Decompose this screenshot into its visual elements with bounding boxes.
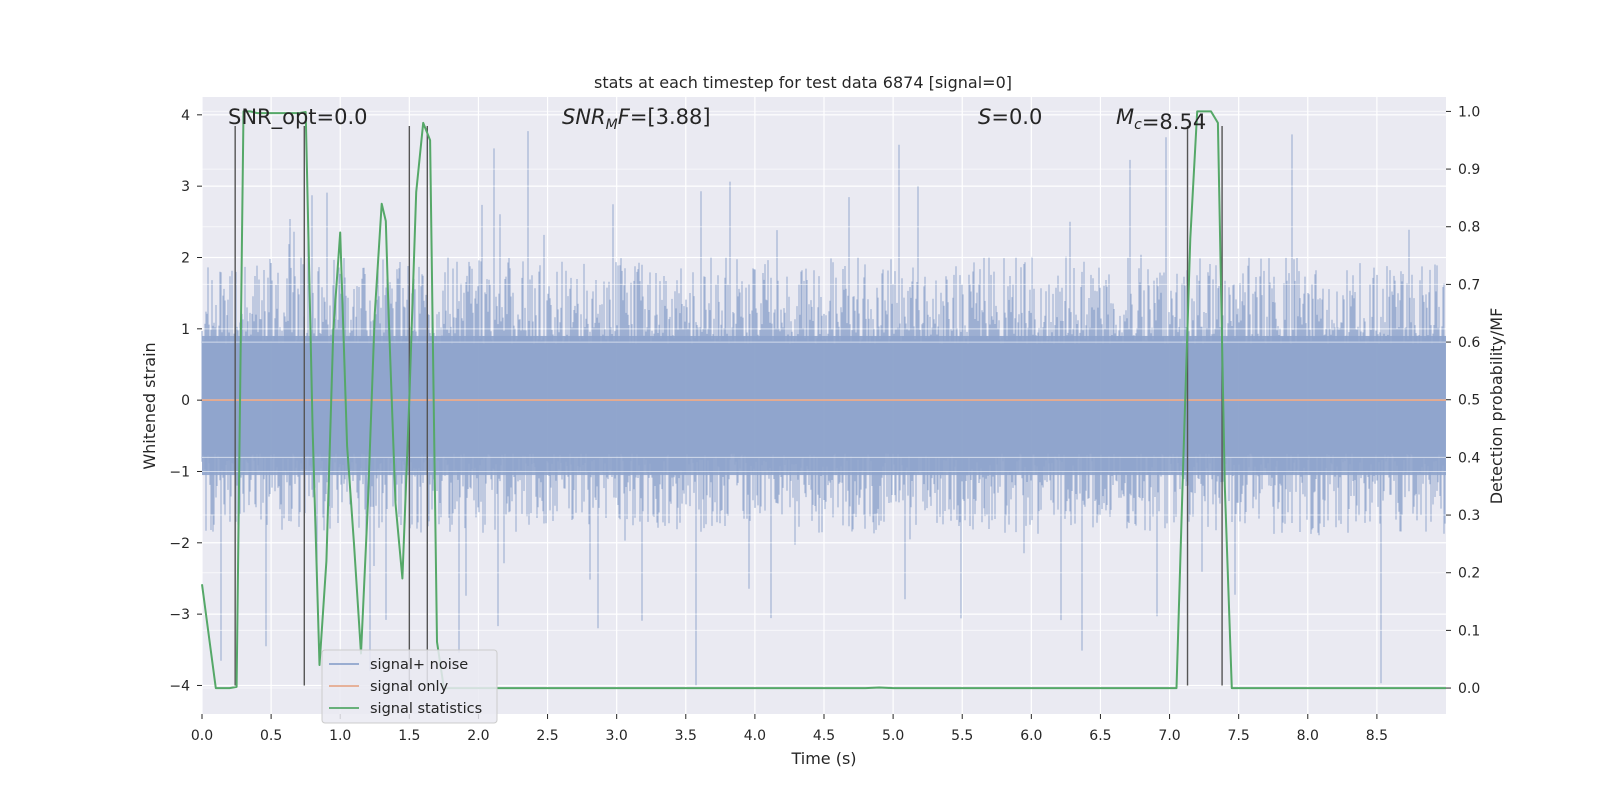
x-tick-label: 8.5 bbox=[1366, 728, 1388, 744]
annotations: SNR_opt=0.0 SNRMF=[3.88] S=0.0 Mc=8.54 bbox=[228, 105, 1206, 134]
legend-label-signal-only: signal only bbox=[370, 679, 449, 695]
legend-label-signal-statistics: signal statistics bbox=[370, 701, 482, 717]
y-tick-label: −1 bbox=[169, 464, 190, 480]
y2-tick-label: 1.0 bbox=[1458, 104, 1480, 120]
y-tick-label: 1 bbox=[181, 322, 190, 338]
y-tick-label: 3 bbox=[181, 179, 190, 195]
x-tick-label: 7.5 bbox=[1228, 728, 1250, 744]
y2-tick-label: 0.4 bbox=[1458, 450, 1480, 466]
x-tick-label: 4.0 bbox=[744, 728, 766, 744]
y2-tick-label: 0.0 bbox=[1458, 681, 1480, 697]
y-tick-label: 0 bbox=[181, 393, 190, 409]
y2-tick-label: 0.6 bbox=[1458, 335, 1480, 351]
y2-axis-ticks: 0.0 0.1 0.2 0.3 0.4 0.5 0.6 0.7 0.8 0.9 1.0 bbox=[1446, 104, 1480, 697]
signal-statistics-line bbox=[201, 110, 1446, 690]
x-tick-label: 5.0 bbox=[882, 728, 904, 744]
y-tick-label: −4 bbox=[169, 678, 190, 694]
y-tick-label: 4 bbox=[181, 108, 190, 124]
x-tick-label: 7.0 bbox=[1158, 728, 1180, 744]
y-axis-label: Whitened strain bbox=[140, 342, 159, 469]
y-tick-label: 2 bbox=[181, 250, 190, 266]
x-tick-label: 2.0 bbox=[467, 728, 489, 744]
y2-tick-label: 0.3 bbox=[1458, 508, 1480, 524]
y2-tick-label: 0.1 bbox=[1458, 623, 1480, 639]
x-axis-ticks: 0.0 0.5 1.0 1.5 2.0 2.5 3.0 3.5 4.0 4.5 5.0 5.5 6.0 6… bbox=[191, 714, 1388, 744]
x-tick-label: 4.5 bbox=[813, 728, 835, 744]
annotation-1: SNRMF=[3.88] bbox=[562, 105, 711, 133]
y2-tick-label: 0.8 bbox=[1458, 220, 1480, 236]
legend-box bbox=[321, 649, 498, 724]
y2-axis-label: Detection probability/MF bbox=[1487, 308, 1506, 505]
series-signal-statistics bbox=[201, 110, 1446, 690]
annotation-0: SNR_opt=0.0 bbox=[228, 105, 368, 130]
y2-tick-label: 0.7 bbox=[1458, 277, 1480, 293]
x-tick-label: 3.5 bbox=[675, 728, 697, 744]
x-tick-label: 6.0 bbox=[1020, 728, 1042, 744]
x-tick-label: 0.5 bbox=[260, 728, 282, 744]
annotation-2: S=0.0 bbox=[978, 105, 1042, 129]
x-tick-label: 1.0 bbox=[329, 728, 351, 744]
y-tick-label: −2 bbox=[169, 536, 190, 552]
y2-tick-label: 0.5 bbox=[1458, 393, 1480, 409]
y2-tick-label: 0.2 bbox=[1458, 566, 1480, 582]
y2-tick-label: 0.9 bbox=[1458, 162, 1480, 178]
chart-title: stats at each timestep for test data 687… bbox=[594, 73, 1012, 92]
x-tick-label: 6.5 bbox=[1089, 728, 1111, 744]
y-tick-label: −3 bbox=[169, 607, 190, 623]
x-tick-label: 2.5 bbox=[536, 728, 558, 744]
x-axis-label: Time (s) bbox=[790, 749, 856, 768]
legend: signal+ noise signal only signal statist… bbox=[321, 649, 498, 724]
y-axis-ticks: −4 −3 −2 −1 0 1 2 3 4 bbox=[169, 108, 202, 694]
legend-label-signal-plus-noise: signal+ noise bbox=[370, 657, 468, 673]
annotation-3: Mc=8.54 bbox=[1116, 105, 1206, 134]
x-tick-label: 5.5 bbox=[951, 728, 973, 744]
x-tick-label: 0.0 bbox=[191, 728, 213, 744]
x-tick-label: 1.5 bbox=[398, 728, 420, 744]
x-tick-label: 3.0 bbox=[606, 728, 628, 744]
x-tick-label: 8.0 bbox=[1297, 728, 1319, 744]
noise-core bbox=[202, 335, 1446, 476]
